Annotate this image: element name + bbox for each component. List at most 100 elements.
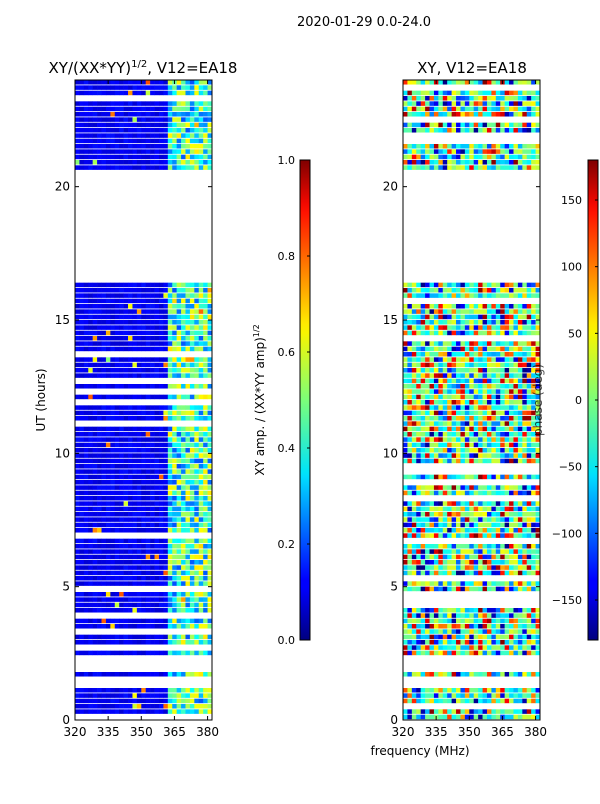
heatmap-cell — [203, 576, 208, 581]
heatmap-cell — [177, 325, 182, 330]
heatmap-cell — [132, 565, 137, 570]
heatmap-cell — [181, 128, 186, 133]
heatmap-cell — [177, 576, 182, 581]
heatmap-cell — [115, 347, 120, 352]
heatmap-cell — [181, 144, 186, 149]
heatmap-cell — [518, 560, 523, 565]
heatmap-cell — [522, 325, 527, 330]
heatmap-cell — [194, 320, 199, 325]
heatmap-cell — [531, 587, 536, 592]
heatmap-cell — [513, 331, 518, 336]
heatmap-cell — [434, 384, 439, 389]
heatmap-cell — [163, 624, 168, 629]
heatmap-cell — [119, 325, 124, 330]
heatmap-cell — [102, 315, 107, 320]
heatmap-cell — [527, 91, 532, 96]
heatmap-cell — [438, 112, 443, 117]
heatmap-cell — [106, 560, 111, 565]
heatmap-cell — [203, 507, 208, 512]
heatmap-cell — [469, 101, 474, 106]
heatmap-cell — [137, 571, 142, 576]
heatmap-cell — [487, 571, 492, 576]
heatmap-cell — [115, 91, 120, 96]
heatmap-cell — [75, 491, 80, 496]
heatmap-cell — [128, 491, 133, 496]
heatmap-cell — [102, 608, 107, 613]
heatmap-cell — [172, 139, 177, 144]
heatmap-cell — [452, 651, 457, 656]
heatmap-cell — [452, 629, 457, 634]
heatmap-cell — [407, 507, 412, 512]
heatmap-cell — [522, 309, 527, 314]
heatmap-cell — [491, 613, 496, 618]
heatmap-cell — [474, 101, 479, 106]
heatmap-cell — [469, 357, 474, 362]
heatmap-cell — [522, 357, 527, 362]
heatmap-cell — [102, 597, 107, 602]
heatmap-cell — [75, 336, 80, 341]
heatmap-cell — [115, 395, 120, 400]
heatmap-cell — [522, 165, 527, 170]
heatmap-cell — [168, 469, 173, 474]
heatmap-cell — [93, 133, 98, 138]
heatmap-cell — [106, 480, 111, 485]
heatmap-cell — [469, 560, 474, 565]
heatmap-cell — [137, 496, 142, 501]
heatmap-cell — [106, 336, 111, 341]
heatmap-cell — [185, 325, 190, 330]
heatmap-cell — [181, 80, 186, 85]
heatmap-cell — [110, 331, 115, 336]
heatmap-cell — [443, 427, 448, 432]
heatmap-cell — [194, 133, 199, 138]
heatmap-cell — [79, 523, 84, 528]
heatmap-cell — [132, 427, 137, 432]
heatmap-cell — [132, 496, 137, 501]
heatmap-cell — [93, 672, 98, 677]
heatmap-cell — [110, 597, 115, 602]
heatmap-cell — [185, 491, 190, 496]
heatmap-cell — [141, 325, 146, 330]
heatmap-cell — [505, 528, 510, 533]
heatmap-cell — [203, 544, 208, 549]
heatmap-cell — [84, 699, 89, 704]
heatmap-cell — [443, 315, 448, 320]
heatmap-cell — [203, 688, 208, 693]
heatmap-cell — [407, 165, 412, 170]
heatmap-cell — [438, 640, 443, 645]
heatmap-cell — [84, 571, 89, 576]
heatmap-cell — [483, 341, 488, 346]
heatmap-cell — [505, 459, 510, 464]
heatmap-cell — [438, 368, 443, 373]
heatmap-cell — [141, 608, 146, 613]
heatmap-cell — [137, 123, 142, 128]
heatmap-cell — [456, 688, 461, 693]
heatmap-cell — [119, 560, 124, 565]
heatmap-cell — [168, 384, 173, 389]
heatmap-cell — [102, 149, 107, 154]
heatmap-cell — [168, 288, 173, 293]
heatmap-cell — [416, 368, 421, 373]
heatmap-cell — [447, 517, 452, 522]
heatmap-cell — [430, 373, 435, 378]
heatmap-cell — [168, 651, 173, 656]
heatmap-cell — [102, 357, 107, 362]
heatmap-cell — [447, 395, 452, 400]
heatmap-cell — [505, 475, 510, 480]
heatmap-cell — [460, 384, 465, 389]
heatmap-cell — [460, 347, 465, 352]
heatmap-cell — [434, 416, 439, 421]
heatmap-cell — [88, 336, 93, 341]
heatmap-cell — [513, 421, 518, 426]
heatmap-cell — [203, 139, 208, 144]
heatmap-cell — [487, 491, 492, 496]
heatmap-cell — [75, 331, 80, 336]
heatmap-cell — [456, 91, 461, 96]
heatmap-cell — [403, 635, 408, 640]
heatmap-cell — [412, 373, 417, 378]
x-tick-label: 365 — [163, 725, 186, 739]
heatmap-cell — [88, 475, 93, 480]
heatmap-cell — [412, 571, 417, 576]
heatmap-cell — [115, 144, 120, 149]
heatmap-cell — [469, 544, 474, 549]
heatmap-cell — [97, 309, 102, 314]
